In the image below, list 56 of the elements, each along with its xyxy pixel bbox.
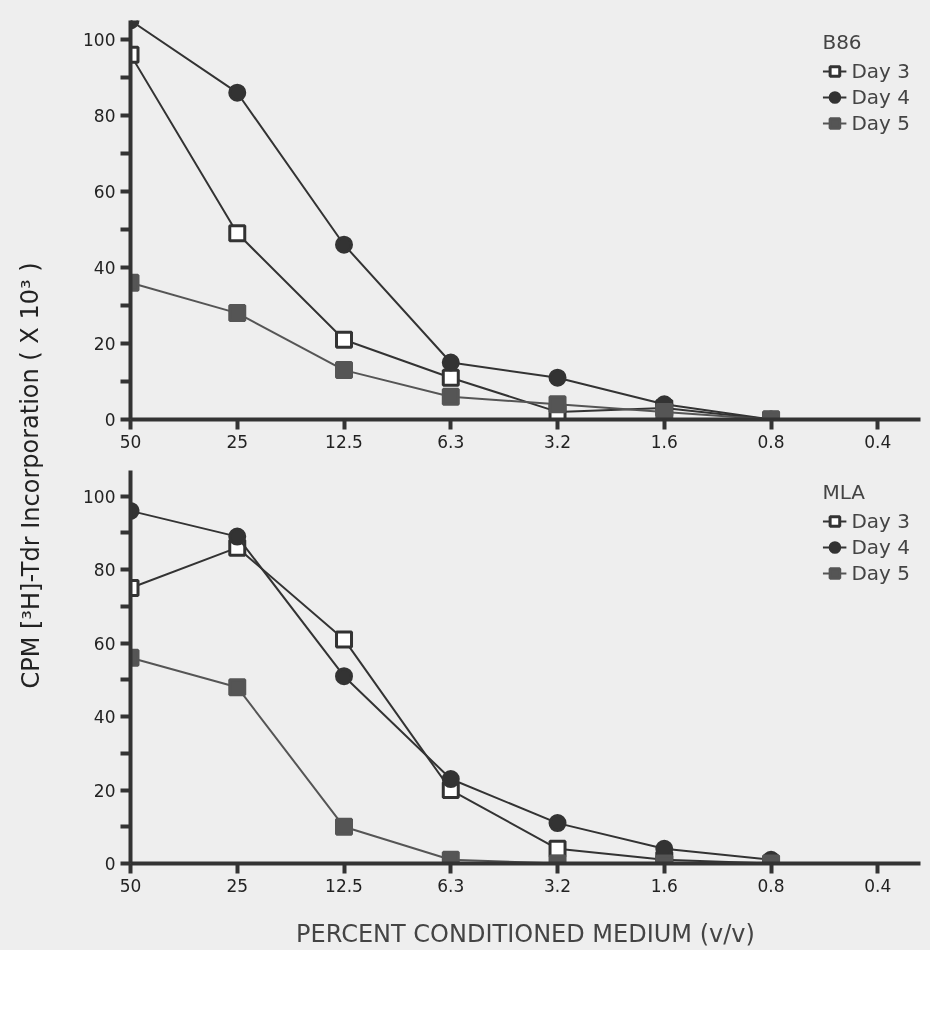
y-tick-label: 100 xyxy=(83,486,116,507)
legend-title: B86 xyxy=(822,30,863,54)
point xyxy=(335,361,354,380)
point xyxy=(548,368,567,387)
legend-label: Day 5 xyxy=(851,111,910,135)
point xyxy=(228,83,247,102)
point xyxy=(335,235,354,254)
x-tick-label: 25 xyxy=(226,431,249,452)
x-tick-label: 0.8 xyxy=(757,431,785,452)
x-tick-label: 0.4 xyxy=(864,875,892,896)
x-tick-label: 50 xyxy=(119,431,142,452)
y-tick-label: 20 xyxy=(93,334,116,354)
x-tick-label: 6.3 xyxy=(437,875,465,896)
point xyxy=(548,814,567,833)
point xyxy=(228,678,247,697)
x-axis-title: PERCENT CONDITIONED MEDIUM (v/v) xyxy=(296,919,755,948)
legend-title: MLA xyxy=(822,480,866,504)
x-tick-label: 25 xyxy=(226,875,249,896)
legend-label: Day 3 xyxy=(851,59,910,83)
x-tick-label: 1.6 xyxy=(650,875,678,896)
x-tick-label: 6.3 xyxy=(437,431,465,452)
y-tick-label: 40 xyxy=(93,707,116,728)
y-tick-label: 20 xyxy=(93,780,116,801)
point xyxy=(335,330,354,349)
y-tick-label: 60 xyxy=(93,182,116,202)
y-tick-label: 40 xyxy=(93,258,116,278)
legend-label: Day 4 xyxy=(851,85,910,109)
x-tick-label: 50 xyxy=(119,875,142,896)
x-tick-label: 3.2 xyxy=(544,875,572,896)
x-tick-label: 12.5 xyxy=(325,431,363,452)
y-tick-label: 60 xyxy=(93,633,116,654)
point xyxy=(441,368,460,387)
point xyxy=(228,224,247,243)
point xyxy=(228,304,247,323)
y-tick-label: 80 xyxy=(93,560,116,581)
point xyxy=(441,387,460,406)
y-tick-label: 0 xyxy=(104,410,116,430)
y-tick-label: 0 xyxy=(104,854,116,874)
x-tick-label: 3.2 xyxy=(544,431,572,452)
point xyxy=(335,667,354,686)
point xyxy=(548,395,567,414)
x-tick-label: 0.4 xyxy=(864,431,892,452)
point xyxy=(335,817,354,836)
legend-label: Day 3 xyxy=(851,509,910,533)
x-tick-label: 12.5 xyxy=(325,875,363,896)
y-axis-title: CPM [³H]-Tdr Incorporation ( X 10³ ) xyxy=(16,262,45,689)
y-tick-label: 100 xyxy=(83,30,116,50)
legend-label: Day 4 xyxy=(851,535,910,559)
point xyxy=(441,353,460,372)
x-tick-label: 1.6 xyxy=(650,431,678,452)
y-tick-label: 80 xyxy=(93,106,116,126)
x-tick-label: 0.8 xyxy=(757,875,785,896)
point xyxy=(441,770,460,789)
point xyxy=(228,527,247,546)
point xyxy=(335,630,354,649)
legend-label: Day 5 xyxy=(851,561,910,585)
